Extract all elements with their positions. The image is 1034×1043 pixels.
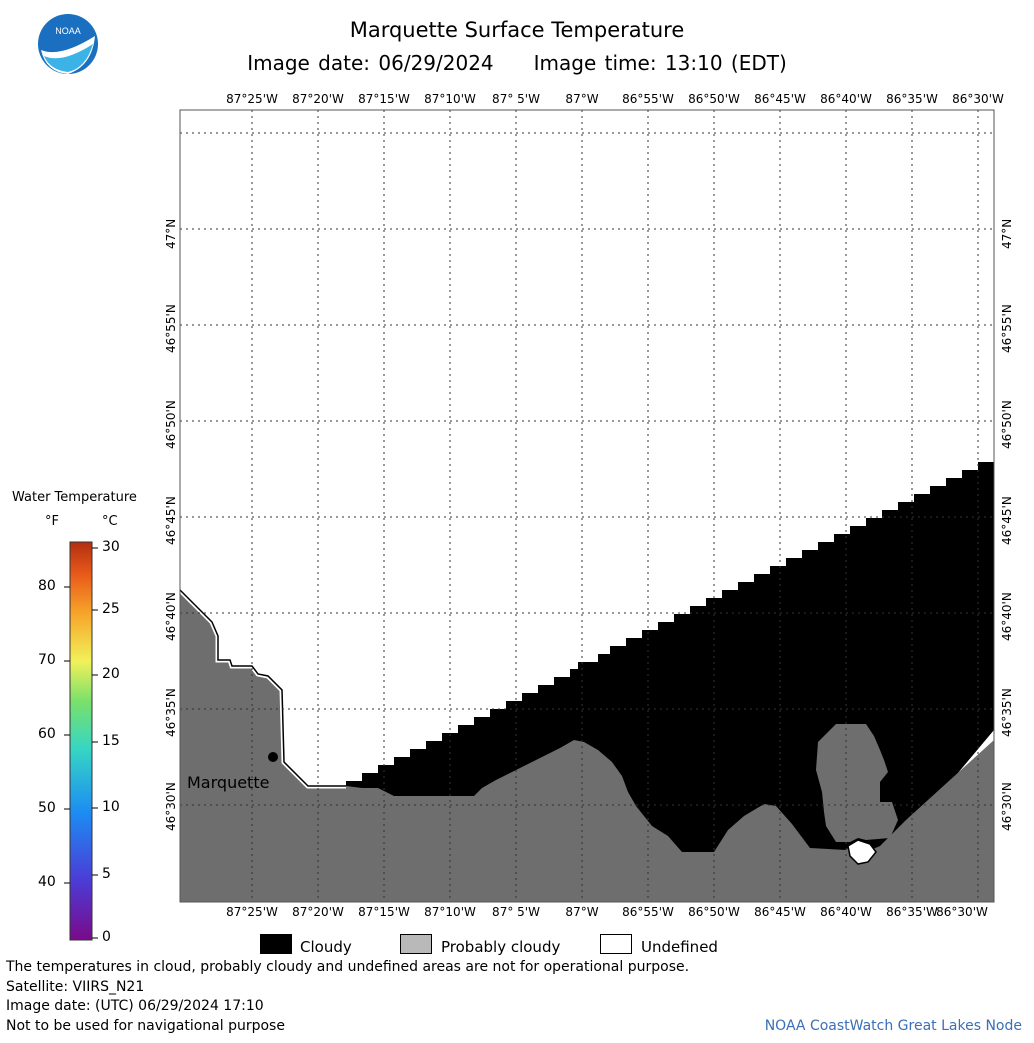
lat-label-right: 46°30'N — [1000, 782, 1014, 831]
lon-label-top: 86°35'W — [886, 92, 938, 106]
lat-label-left: 46°40'N — [164, 592, 178, 641]
c-tick: 30 — [102, 539, 120, 555]
lon-label-top: 86°55'W — [622, 92, 674, 106]
city-label: Marquette — [187, 773, 270, 792]
lon-label-bottom: 87°15'W — [358, 905, 410, 919]
c-tick: 25 — [102, 601, 120, 617]
lon-label-bottom: 86°45'W — [754, 905, 806, 919]
lon-label-top: 87° 5'W — [492, 92, 540, 106]
c-tick: 5 — [102, 866, 111, 882]
lon-label-bottom: 87° 5'W — [492, 905, 540, 919]
key-cloudy-label: Cloudy — [300, 938, 352, 956]
unit-celsius: °C — [102, 514, 118, 529]
lon-label-top: 87°25'W — [226, 92, 278, 106]
lon-label-top: 87°20'W — [292, 92, 344, 106]
lon-label-bottom: 86°55'W — [622, 905, 674, 919]
lon-label-bottom: 87°25'W — [226, 905, 278, 919]
f-tick: 70 — [38, 652, 56, 668]
temperature-colorbar — [69, 541, 93, 941]
c-tick: 10 — [102, 799, 120, 815]
image-datetime: Image date: 06/29/2024 Image time: 13:10 … — [0, 51, 1034, 75]
colorbar-ticks — [64, 547, 98, 939]
map-title: Marquette Surface Temperature — [349, 18, 685, 42]
lat-label-left: 46°35'N — [164, 688, 178, 737]
cloud-patch — [816, 724, 898, 842]
image-date: Image date: 06/29/2024 — [247, 51, 494, 75]
noaa-logo: NOAA — [38, 14, 98, 74]
utc-date: Image date: (UTC) 06/29/2024 17:10 — [6, 998, 264, 1014]
lon-label-bottom: 86°40'W — [820, 905, 872, 919]
c-tick: 15 — [102, 733, 120, 749]
credit-link[interactable]: NOAA CoastWatch Great Lakes Node — [764, 1018, 1022, 1034]
f-tick: 50 — [38, 800, 56, 816]
lon-label-bottom: 87°20'W — [292, 905, 344, 919]
f-tick: 60 — [38, 726, 56, 742]
undefined-patch — [847, 839, 877, 865]
city-marker — [268, 752, 278, 762]
c-tick: 0 — [102, 929, 111, 945]
lon-label-bottom: 87°10'W — [424, 905, 476, 919]
c-tick: 20 — [102, 666, 120, 682]
unit-fahrenheit: °F — [45, 514, 59, 529]
legend-title: Water Temperature — [12, 490, 137, 505]
lat-label-right: 46°40'N — [1000, 592, 1014, 641]
lon-label-top: 86°45'W — [754, 92, 806, 106]
map-area — [180, 110, 994, 902]
lon-label-top: 86°40'W — [820, 92, 872, 106]
lat-label-right: 46°50'N — [1000, 400, 1014, 449]
key-undefined-label: Undefined — [641, 938, 718, 956]
key-undefined-swatch — [600, 934, 632, 954]
lon-label-top: 87°15'W — [358, 92, 410, 106]
lon-label-top: 87°10'W — [424, 92, 476, 106]
lon-label-bottom: 87°W — [565, 905, 599, 919]
lon-label-bottom: 86°30'W — [936, 905, 988, 919]
lon-label-top: 86°30'W — [952, 92, 1004, 106]
f-tick: 80 — [38, 578, 56, 594]
image-time: Image time: 13:10 (EDT) — [533, 51, 787, 75]
lat-label-left: 47°N — [164, 218, 178, 249]
lat-label-left: 46°55'N — [164, 304, 178, 353]
noaa-logo-text: NOAA — [55, 26, 81, 36]
disclaimer-note: The temperatures in cloud, probably clou… — [6, 959, 690, 975]
satellite-info: Satellite: VIIRS_N21 — [6, 979, 145, 995]
lat-label-right: 47°N — [1000, 218, 1014, 249]
lon-label-bottom: 86°35'W — [886, 905, 938, 919]
lon-label-bottom: 86°50'W — [688, 905, 740, 919]
lat-label-right: 46°55'N — [1000, 304, 1014, 353]
lon-label-top: 86°50'W — [688, 92, 740, 106]
grid-lines — [180, 110, 994, 902]
key-probably-cloudy-label: Probably cloudy — [441, 938, 561, 956]
lat-label-right: 46°35'N — [1000, 688, 1014, 737]
lat-label-left: 46°50'N — [164, 400, 178, 449]
lat-label-right: 46°45'N — [1000, 496, 1014, 545]
lat-label-left: 46°30'N — [164, 782, 178, 831]
lat-label-left: 46°45'N — [164, 496, 178, 545]
lon-label-top: 87°W — [565, 92, 599, 106]
key-probably-cloudy-swatch — [400, 934, 432, 954]
nav-warning: Not to be used for navigational purpose — [6, 1018, 285, 1034]
f-tick: 40 — [38, 874, 56, 890]
key-cloudy-swatch — [260, 934, 292, 954]
